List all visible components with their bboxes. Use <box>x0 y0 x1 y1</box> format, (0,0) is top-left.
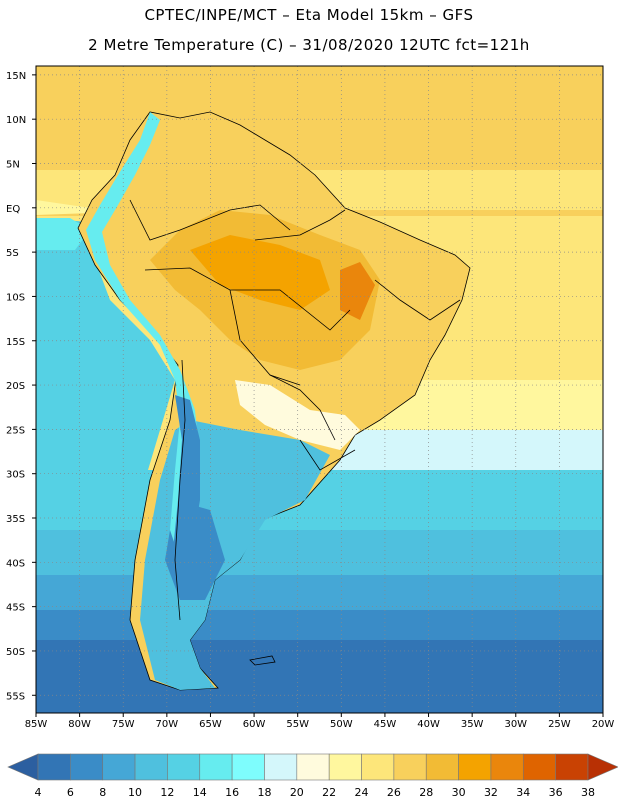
amazon-hottest-core <box>190 235 330 310</box>
colorbar-tick-label: 10 <box>128 786 142 799</box>
chart-title: CPTEC/INPE/MCT – Eta Model 15km – GFS <box>144 6 474 24</box>
colorbar-bin <box>458 753 492 781</box>
lon-label-30w: 30W <box>504 719 527 730</box>
map-frame <box>35 65 604 714</box>
band-45s <box>36 610 603 640</box>
colorbar-tick-label: 14 <box>193 786 207 799</box>
lat-label-50s: 50S <box>6 647 25 658</box>
atlantic-cool-band <box>300 430 603 470</box>
colorbar-tick-label: 22 <box>322 786 336 799</box>
colorbar-tick-label: 24 <box>355 786 369 799</box>
lat-label-15n: 15N <box>6 71 26 82</box>
colorbar-bin <box>522 753 556 781</box>
lat-label-15s: 15S <box>6 337 25 348</box>
colorbar-tick-label: 16 <box>225 786 239 799</box>
pacific-coastal-band <box>36 218 90 250</box>
lat-label-45s: 45S <box>6 603 25 614</box>
chile-argentina-border <box>174 359 186 621</box>
lon-label-85w: 85W <box>25 719 48 730</box>
chart-subtitle: 2 Metre Temperature (C) – 31/08/2020 12U… <box>88 36 530 54</box>
colorbar-underflow-triangle <box>7 753 39 781</box>
band-40s <box>36 575 603 610</box>
andes-core <box>172 395 200 600</box>
paraguay-border <box>269 374 336 441</box>
colorbar-bin <box>134 753 168 781</box>
lat-label-55s: 55S <box>6 691 25 702</box>
central-brazil-hot <box>340 262 375 320</box>
atlantic-subtropical-band <box>360 380 603 430</box>
lon-label-65w: 65W <box>199 719 222 730</box>
graticule <box>35 66 604 713</box>
lon-label-80w: 80W <box>68 719 91 730</box>
lat-label-40s: 40S <box>6 558 25 569</box>
band-50s <box>36 640 603 713</box>
latitude-labels: 15N 10N 5N EQ 5S 10S 15S 20S 25S 30S 35S 40S 45S 50S 5… <box>6 71 36 702</box>
colorbar-bin <box>102 753 136 781</box>
bolivia-border <box>229 289 301 386</box>
uruguay-border <box>299 439 356 471</box>
colorbar-tick-label: 32 <box>484 786 498 799</box>
map-field <box>36 66 603 713</box>
lat-label-5n: 5N <box>6 159 20 170</box>
lat-label-35s: 35S <box>6 514 25 525</box>
colombia-venezuela-border <box>129 199 291 241</box>
lon-label-55w: 55W <box>286 719 309 730</box>
colorbar-tick-label: 26 <box>387 786 401 799</box>
colorbar-tick-label: 30 <box>452 786 466 799</box>
colorbar-overflow-triangle <box>587 753 618 781</box>
colorbar-tick-label: 6 <box>67 786 74 799</box>
lon-label-45w: 45W <box>374 719 397 730</box>
lat-label-eq: EQ <box>6 204 20 215</box>
lat-label-30s: 30S <box>6 470 25 481</box>
south-brazil-cool <box>235 380 360 450</box>
colorbar-bin <box>425 753 459 781</box>
colorbar-bin <box>264 753 298 781</box>
colorbar-tick-label: 38 <box>581 786 595 799</box>
colorbar-tick-label: 36 <box>549 786 563 799</box>
colorbar-tick-label: 28 <box>419 786 433 799</box>
lon-label-70w: 70W <box>156 719 179 730</box>
colorbar-bin <box>231 753 265 781</box>
colorbar-tick-label: 4 <box>35 786 42 799</box>
lon-label-20w: 20W <box>592 719 615 730</box>
colorbar-bin <box>199 753 233 781</box>
colorbar-bin <box>361 753 395 781</box>
colorbar-bin <box>555 753 589 781</box>
lat-label-10n: 10N <box>6 115 26 126</box>
northeast-border <box>374 279 461 321</box>
colorbar-bin <box>167 753 201 781</box>
lat-label-5s: 5S <box>6 248 19 259</box>
longitude-labels: 85W 80W 75W 70W 65W 60W 55W 50W 45W 40W 35W 30W 25W 2… <box>25 713 615 730</box>
lon-label-35w: 35W <box>461 719 484 730</box>
peru-brazil-border <box>144 267 351 331</box>
band-35s <box>36 530 603 575</box>
lat-label-25s: 25S <box>6 425 25 436</box>
lat-label-10s: 10S <box>6 292 25 303</box>
colorbar-tick-label: 20 <box>290 786 304 799</box>
colorbar-bin <box>70 753 104 781</box>
colorbar-tick-label: 34 <box>516 786 530 799</box>
lat-label-20s: 20S <box>6 381 25 392</box>
colorbar-labels: 4 6 8 10 12 14 16 18 20 22 24 26 28 30 32 34 36 38 <box>35 786 596 799</box>
colorbar-tick-label: 12 <box>160 786 174 799</box>
colorbar-bin <box>328 753 362 781</box>
colorbar-bin <box>296 753 330 781</box>
lon-label-50w: 50W <box>330 719 353 730</box>
colorbar-tick-label: 18 <box>257 786 271 799</box>
colorbar-bin <box>490 753 524 781</box>
lon-label-40w: 40W <box>417 719 440 730</box>
colorbar-tick-label: 8 <box>99 786 106 799</box>
colorbar-bin <box>37 753 71 781</box>
amazon-states-border <box>254 209 346 241</box>
lon-label-25w: 25W <box>548 719 571 730</box>
falkland-islands <box>249 655 276 666</box>
colorbar <box>7 753 618 781</box>
lon-label-60w: 60W <box>243 719 266 730</box>
colorbar-bin <box>393 753 427 781</box>
country-borders <box>129 199 461 621</box>
lon-label-75w: 75W <box>112 719 135 730</box>
